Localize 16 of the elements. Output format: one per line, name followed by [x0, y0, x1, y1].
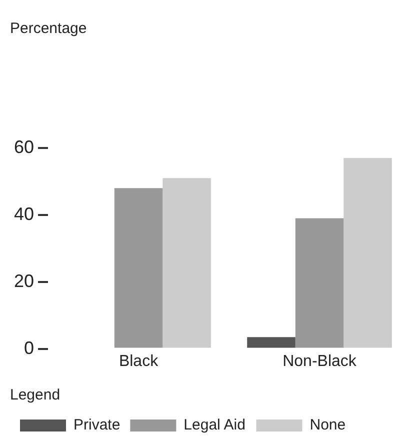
y-tick-label: 40 [14, 204, 34, 224]
legend-label: Legal Aid [184, 416, 246, 434]
bar [114, 188, 163, 348]
y-tick-label: 20 [14, 270, 34, 291]
y-tick-label: 0 [24, 338, 34, 358]
bar [344, 158, 392, 348]
x-tick-label: Black [118, 352, 160, 370]
text: Percentage [10, 20, 87, 38]
bar [247, 337, 296, 348]
bar [295, 218, 344, 348]
legend-title: Legend [10, 386, 60, 404]
y-tick-label: 60 [14, 136, 34, 157]
x-tick-label: Non-Black [282, 352, 358, 370]
bar [162, 178, 211, 348]
legend-label: None [310, 416, 346, 434]
legend-label: Private [74, 416, 120, 434]
